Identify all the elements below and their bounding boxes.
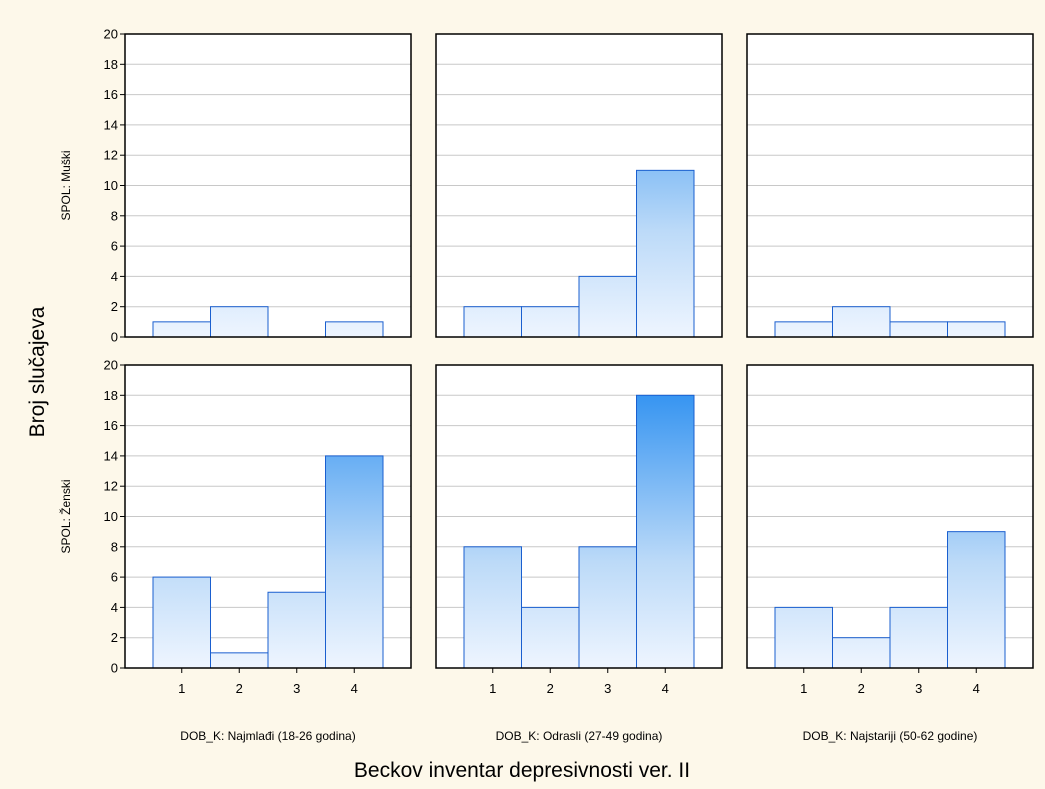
panel-frame <box>746 364 1034 669</box>
bar-4 <box>325 455 384 669</box>
panel-1-1: 1 2 3 4 DOB_K: Odrasli (27-49 godina) <box>435 364 723 743</box>
y-axis-title: Broj slučajeva <box>26 306 49 437</box>
y-tick-label: 10 <box>104 509 118 524</box>
y-tick-label: 4 <box>111 600 118 615</box>
y-tick-label: 8 <box>111 539 118 554</box>
bar-2 <box>832 306 891 338</box>
y-tick-label: 2 <box>111 299 118 314</box>
x-tick-label: 3 <box>604 681 611 696</box>
column-label: DOB_K: Najmlađi (18-26 godina) <box>180 729 355 743</box>
bar-4 <box>947 321 1006 338</box>
column-label: DOB_K: Najstariji (50-62 godine) <box>803 729 978 743</box>
x-tick-label: 4 <box>973 681 980 696</box>
x-tick-label: 2 <box>858 681 865 696</box>
bar-2 <box>832 637 891 669</box>
bar-3 <box>889 321 948 338</box>
panel-frame <box>435 364 723 669</box>
bar-1 <box>463 306 522 338</box>
y-tick-label: 0 <box>111 330 118 345</box>
x-tick-label: 4 <box>662 681 669 696</box>
y-tick-label: 4 <box>111 269 118 284</box>
y-tick-label: 6 <box>111 570 118 585</box>
bar-1 <box>152 321 211 338</box>
x-tick-label: 3 <box>293 681 300 696</box>
bar-2 <box>210 652 269 669</box>
x-tick-label: 1 <box>489 681 496 696</box>
y-tick-label: 14 <box>104 117 118 132</box>
y-tick-label: 20 <box>104 27 118 42</box>
x-tick-label: 2 <box>547 681 554 696</box>
x-tick-label: 1 <box>178 681 185 696</box>
y-tick-label: 16 <box>104 418 118 433</box>
bar-3 <box>267 591 326 669</box>
y-tick-label: 8 <box>111 208 118 223</box>
y-tick-label: 12 <box>104 479 118 494</box>
row-label: SPOL: Ženski <box>58 479 73 553</box>
x-axis-title: Beckov inventar depresivnosti ver. II <box>354 759 690 782</box>
y-tick-label: 2 <box>111 630 118 645</box>
y-tick-label: 16 <box>104 87 118 102</box>
bar-3 <box>889 606 948 669</box>
y-tick-label: 18 <box>104 57 118 72</box>
x-tick-label: 4 <box>351 681 358 696</box>
bar-4 <box>636 394 695 669</box>
bar-4 <box>636 169 695 338</box>
y-tick-label: 14 <box>104 448 118 463</box>
x-tick-label: 1 <box>800 681 807 696</box>
column-label: DOB_K: Odrasli (27-49 godina) <box>496 729 663 743</box>
panel-1-2: 1 2 3 4 DOB_K: Najstariji (50-62 godine) <box>746 364 1034 743</box>
y-tick-label: 0 <box>111 661 118 676</box>
x-tick-label: 2 <box>236 681 243 696</box>
bar-3 <box>578 275 637 338</box>
bar-3 <box>578 546 637 669</box>
bar-2 <box>521 306 580 338</box>
row-label: SPOL: Muški <box>59 150 73 220</box>
bar-1 <box>774 321 833 338</box>
panel-frame <box>435 33 723 338</box>
panel-0-2 <box>746 33 1034 338</box>
bar-1 <box>463 546 522 669</box>
panel-frame <box>746 33 1034 338</box>
bar-1 <box>152 576 211 669</box>
y-tick-label: 10 <box>104 178 118 193</box>
bar-4 <box>325 321 384 338</box>
panel-0-1 <box>435 33 723 338</box>
y-tick-label: 20 <box>104 358 118 373</box>
x-tick-label: 3 <box>915 681 922 696</box>
bar-1 <box>774 606 833 669</box>
y-tick-label: 12 <box>104 148 118 163</box>
y-tick-label: 18 <box>104 388 118 403</box>
bar-4 <box>947 531 1006 669</box>
bar-2 <box>521 606 580 669</box>
bar-2 <box>210 306 269 338</box>
panel-0-0: 0 2 4 6 8 10 12 14 16 18 20 SPOL: Muški <box>59 27 412 345</box>
y-tick-label: 6 <box>111 239 118 254</box>
